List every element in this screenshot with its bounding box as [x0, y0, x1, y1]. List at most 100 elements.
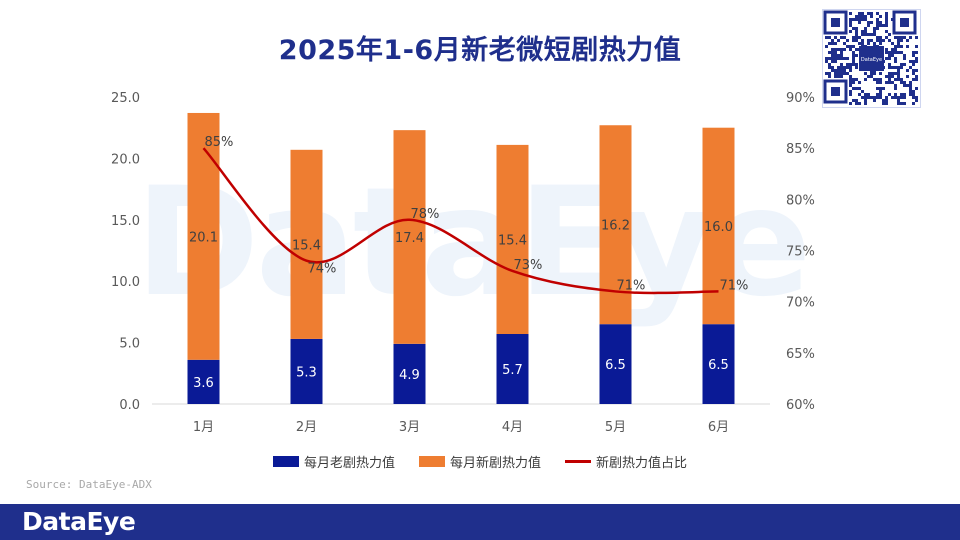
- right-axis-tick-label: 90%: [786, 91, 815, 106]
- bar-new-1: [187, 112, 220, 360]
- qr-module: [849, 63, 852, 66]
- qr-module: [894, 78, 897, 81]
- qr-module: [852, 45, 855, 48]
- qr-module: [903, 36, 906, 39]
- qr-module: [912, 90, 915, 93]
- qr-module: [831, 66, 834, 69]
- bar-old-6: [702, 324, 735, 404]
- qr-module: [828, 75, 831, 78]
- chart-legend: 每月老剧热力值 每月新剧热力值 新剧热力值占比: [0, 452, 960, 471]
- qr-finder-center: [831, 18, 840, 27]
- data-label-old: 5.7: [502, 363, 523, 378]
- qr-module: [879, 81, 882, 84]
- qr-module: [894, 60, 897, 63]
- qr-module: [915, 78, 918, 81]
- qr-module: [888, 66, 891, 69]
- qr-module: [843, 42, 846, 45]
- qr-module: [828, 66, 831, 69]
- data-label-new: 15.4: [498, 233, 527, 248]
- qr-module: [870, 96, 873, 99]
- data-label-ratio: 85%: [205, 135, 234, 150]
- qr-module: [825, 57, 828, 60]
- qr-module: [846, 72, 849, 75]
- qr-module: [831, 42, 834, 45]
- qr-module: [861, 18, 864, 21]
- right-axis-tick-label: 80%: [786, 193, 815, 208]
- bar-old-1: [187, 359, 220, 404]
- qr-module: [906, 39, 909, 42]
- qr-module: [849, 24, 852, 27]
- bar-old-5: [599, 324, 632, 404]
- qr-module: [897, 96, 900, 99]
- qr-module: [879, 72, 882, 75]
- left-axis-tick-label: 10.0: [111, 275, 140, 290]
- qr-module: [897, 45, 900, 48]
- qr-module: [876, 39, 879, 42]
- qr-module: [891, 75, 894, 78]
- qr-module: [864, 27, 867, 30]
- qr-module: [846, 39, 849, 42]
- qr-module: [849, 75, 852, 78]
- qr-module: [909, 90, 912, 93]
- qr-module: [900, 63, 903, 66]
- qr-module: [858, 42, 861, 45]
- bar-old-2: [290, 338, 323, 404]
- qr-module: [849, 69, 852, 72]
- qr-module: [867, 12, 870, 15]
- qr-module: [909, 84, 912, 87]
- qr-module: [912, 63, 915, 66]
- qr-code-graphic: DataEye: [823, 10, 918, 105]
- qr-module: [855, 78, 858, 81]
- qr-module: [897, 78, 900, 81]
- qr-module: [876, 78, 879, 81]
- qr-module: [855, 48, 858, 51]
- qr-module: [837, 48, 840, 51]
- qr-module: [885, 102, 888, 105]
- qr-module: [831, 69, 834, 72]
- data-label-new: 16.2: [601, 219, 630, 234]
- qr-module: [912, 72, 915, 75]
- qr-module: [846, 63, 849, 66]
- right-axis-tick-label: 75%: [786, 245, 815, 260]
- qr-module: [837, 39, 840, 42]
- qr-module: [891, 72, 894, 75]
- qr-module: [885, 51, 888, 54]
- qr-module: [828, 63, 831, 66]
- qr-module: [885, 96, 888, 99]
- qr-module: [828, 57, 831, 60]
- qr-module: [894, 93, 897, 96]
- x-axis-tick-label: 2月: [296, 420, 317, 435]
- qr-module: [870, 21, 873, 24]
- qr-module: [906, 84, 909, 87]
- qr-module: [825, 36, 828, 39]
- qr-module: [867, 42, 870, 45]
- qr-module: [870, 12, 873, 15]
- data-label-ratio: 73%: [514, 258, 543, 273]
- qr-module: [894, 51, 897, 54]
- qr-module: [861, 90, 864, 93]
- qr-module: [876, 18, 879, 21]
- qr-module: [861, 42, 864, 45]
- qr-module: [885, 24, 888, 27]
- qr-module: [900, 36, 903, 39]
- qr-module: [888, 39, 891, 42]
- qr-module: [864, 93, 867, 96]
- qr-module: [912, 93, 915, 96]
- qr-module: [834, 75, 837, 78]
- qr-module: [891, 81, 894, 84]
- qr-module: [879, 15, 882, 18]
- bar-old-4: [496, 334, 529, 404]
- qr-module: [903, 54, 906, 57]
- qr-module: [888, 51, 891, 54]
- qr-module: [897, 75, 900, 78]
- qr-module: [876, 24, 879, 27]
- qr-module: [852, 27, 855, 30]
- qr-module: [831, 48, 834, 51]
- qr-module: [858, 21, 861, 24]
- qr-module: [897, 66, 900, 69]
- ratio-line: [202, 147, 719, 295]
- qr-module: [849, 84, 852, 87]
- qr-module: [843, 36, 846, 39]
- qr-module: [834, 72, 837, 75]
- qr-module: [903, 102, 906, 105]
